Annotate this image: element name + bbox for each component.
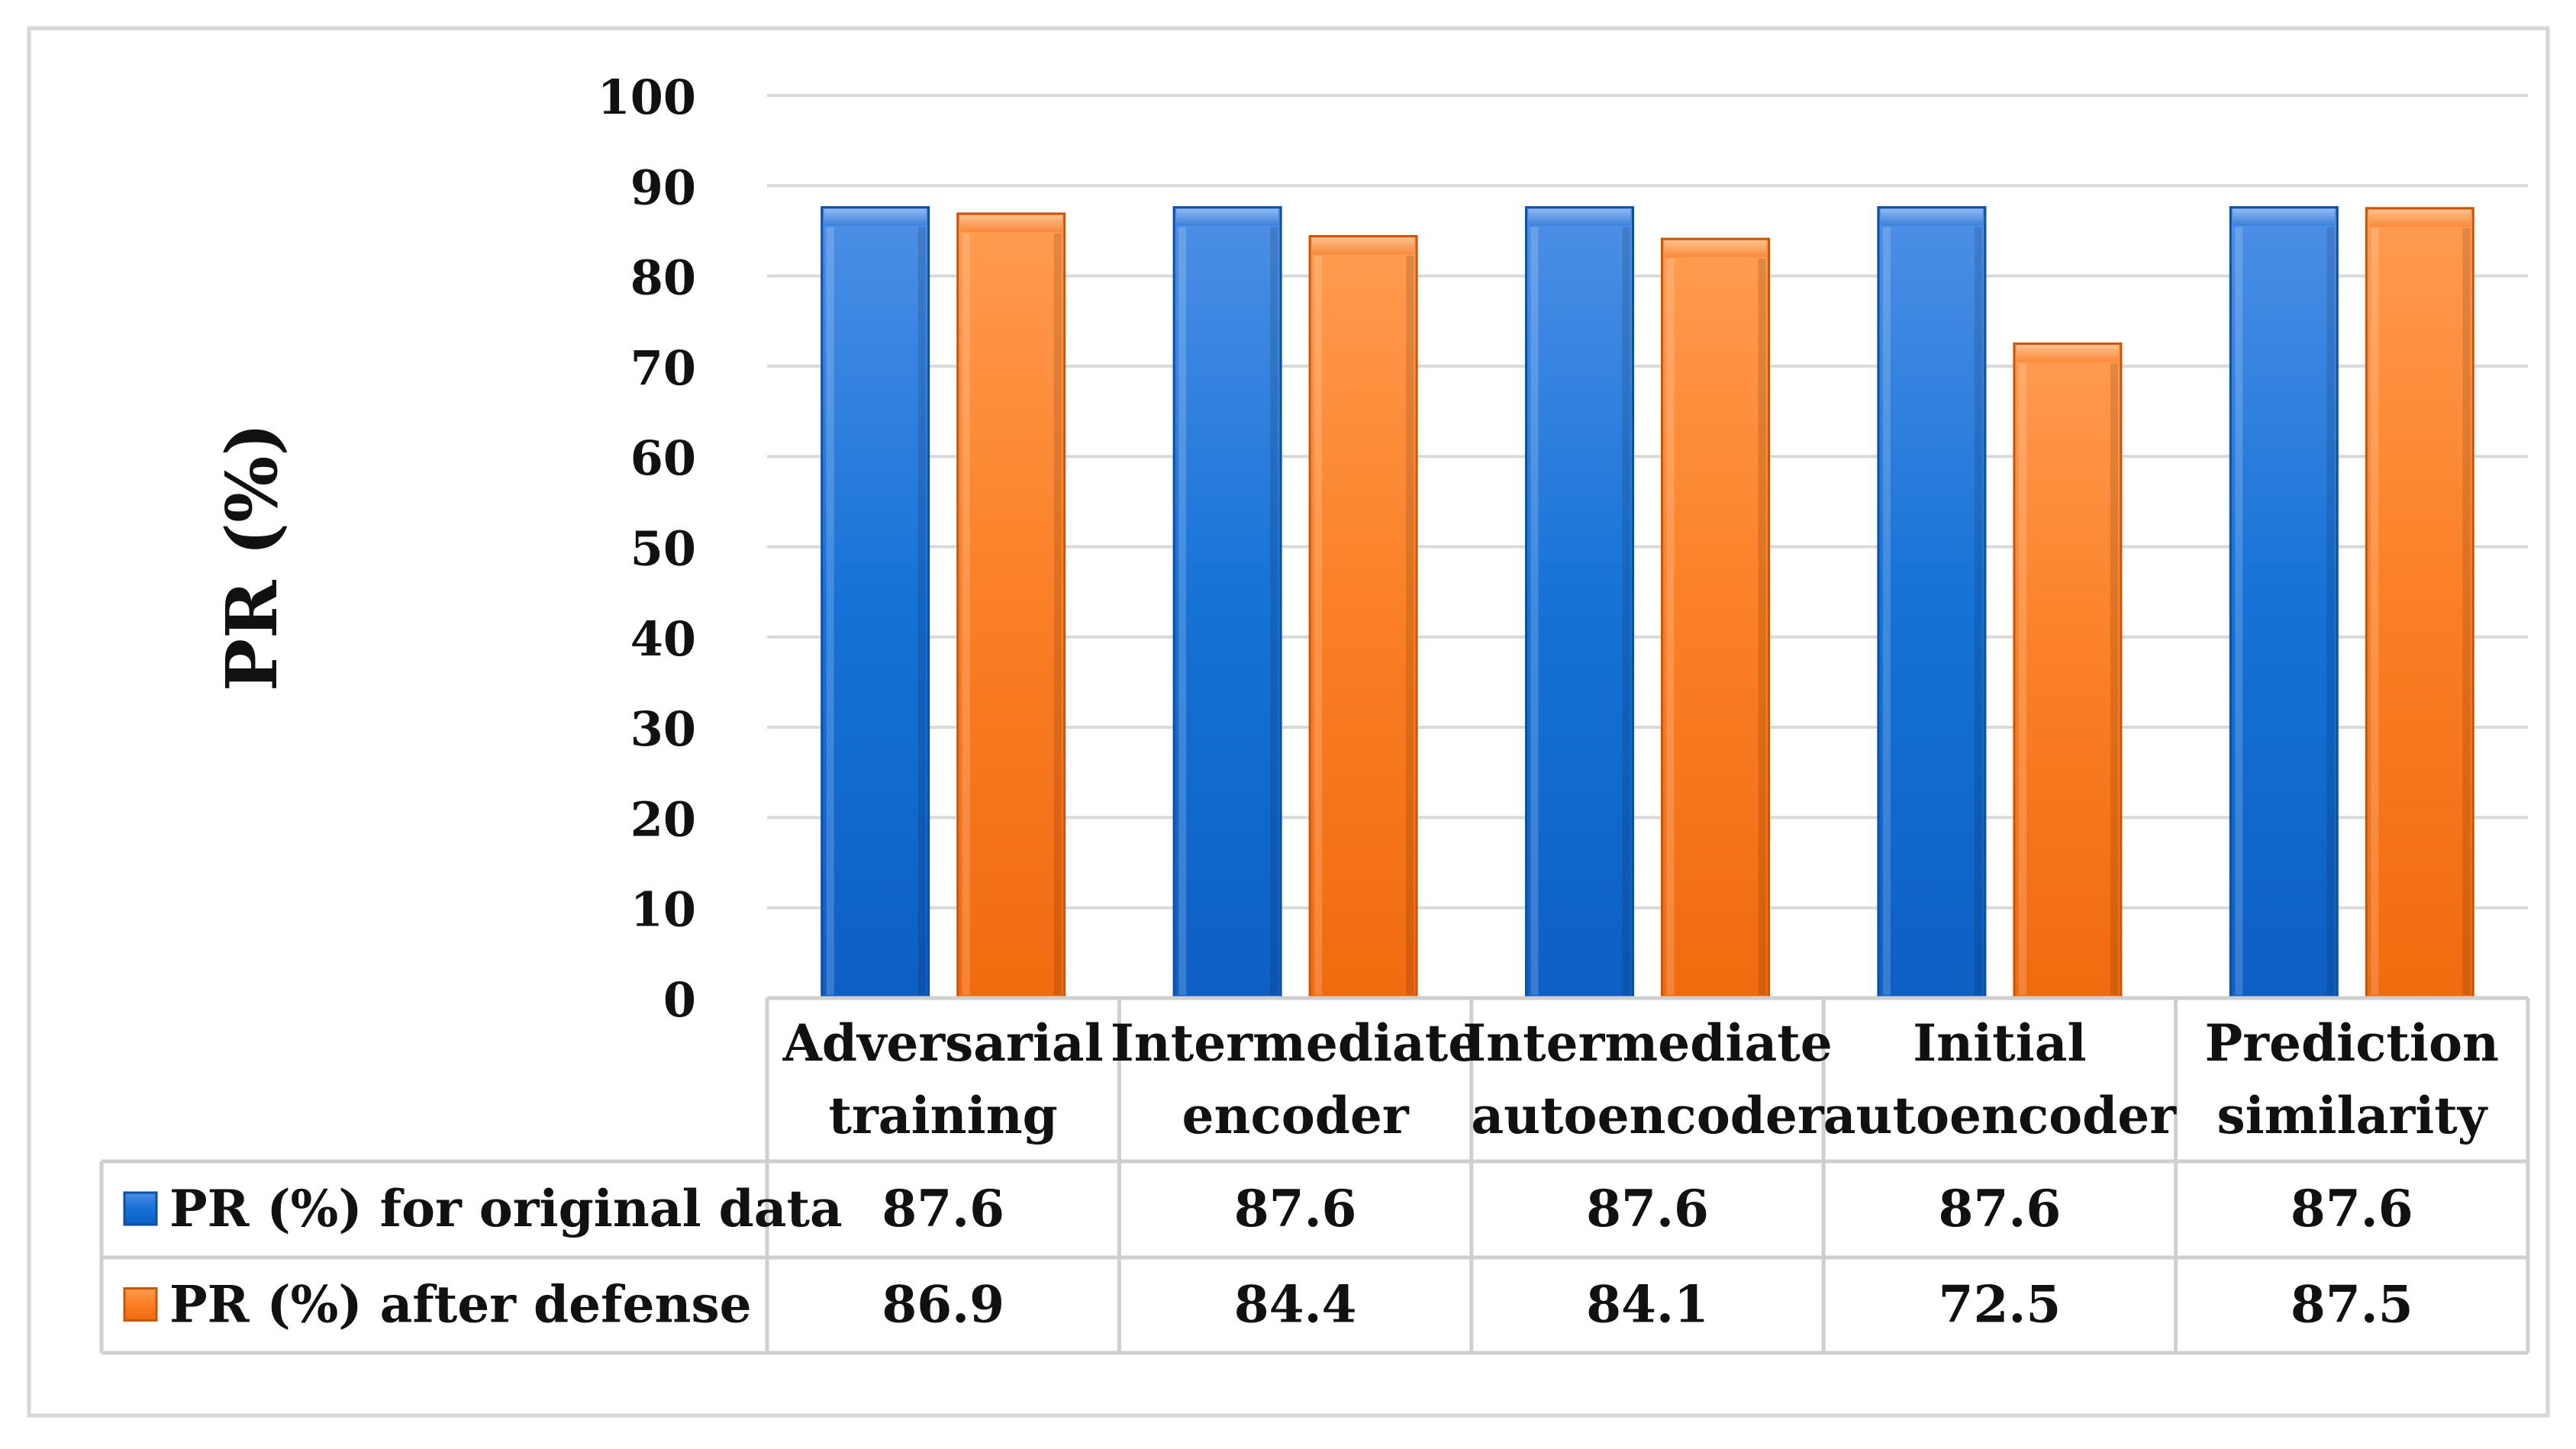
bar-top-bevel [2233,208,2336,226]
data-label: 87.6 [1234,1179,1357,1238]
bar-top-bevel [1176,208,1279,226]
category-label: Initial [1913,1013,2086,1073]
bar-top-bevel [959,214,1062,232]
bar-left-highlight [826,227,834,995]
bar-left-highlight [1666,259,1675,995]
bar-right-shade [2462,227,2471,995]
bar [1172,206,1282,1000]
data-label: 87.6 [1939,1179,2062,1238]
data-label: 84.1 [1586,1275,1709,1335]
y-axis-ticks: 0 10 20 30 40 50 60 70 80 90 100 [598,69,696,1028]
data-label: 86.9 [882,1275,1004,1335]
y-tick-label: 10 [630,882,696,938]
y-tick-label: 0 [663,972,696,1028]
data-table: Adversarial training Intermediate encoder In… [99,996,2530,1355]
bar [2013,342,2123,1000]
category-label: encoder [1182,1086,1410,1145]
data-label: 87.6 [1586,1179,1709,1238]
data-label: 84.4 [1234,1275,1357,1335]
bar-top-bevel [1312,237,1415,255]
category-label: similarity [2217,1086,2487,1145]
y-tick-label: 70 [630,340,696,396]
legend-series-name: PR (%) for original data [169,1179,843,1238]
y-tick-label: 60 [630,430,696,486]
category-label: Adversarial [782,1013,1104,1073]
bar-left-highlight [962,233,970,995]
bar-top-bevel [2016,345,2119,362]
bar-right-shade [1622,227,1630,995]
bar-left-highlight [1530,227,1539,995]
bar-left-highlight [1882,227,1891,995]
bar-right-shade [1974,227,1982,995]
bar-right-shade [2110,363,2118,995]
bar-body [2229,206,2339,1000]
bar-right-shade [1758,259,1766,995]
bars [821,206,2474,1000]
y-axis-label: PR (%) [211,423,293,691]
bar-body [956,212,1066,1000]
bar [1877,206,1987,1000]
bar [1661,237,1770,1000]
bar-body [1172,206,1282,1000]
y-tick-label: 50 [630,521,696,577]
bar-top-bevel [824,208,927,226]
bar-right-shade [2326,227,2335,995]
bar-top-bevel [2368,209,2471,227]
bar-body [821,206,930,1000]
bar-body [1877,206,1987,1000]
data-label: 87.5 [2291,1275,2413,1335]
bar-top-bevel [1880,208,1983,226]
y-tick-label: 80 [630,250,696,306]
bar-body [2013,342,2123,1000]
data-label: 87.6 [882,1179,1004,1238]
bar-right-shade [1406,256,1414,996]
category-label: autoencoder [1471,1086,1825,1145]
bar [1525,206,1634,1000]
bar-body [2365,207,2474,1000]
category-label: Intermediate [1111,1013,1480,1073]
bar-left-highlight [1178,227,1187,995]
bar [2365,207,2474,1000]
y-tick-label: 40 [630,611,696,667]
bar-top-bevel [1664,240,1767,258]
data-label: 72.5 [1939,1275,2062,1335]
legend-key [123,1191,158,1226]
category-label: Prediction [2205,1013,2499,1073]
bar [821,206,930,1000]
bar [1308,235,1418,1000]
y-tick-label: 20 [630,791,696,847]
chart-border [27,26,2550,1418]
y-tick-label: 100 [598,69,696,125]
category-label: autoencoder [1823,1086,2178,1145]
bar-left-highlight [1314,256,1323,996]
data-label: 87.6 [2291,1179,2413,1238]
category-label: training [829,1086,1058,1145]
bar [956,212,1066,1000]
legend-key [123,1287,158,1322]
bar-left-highlight [2235,227,2243,995]
bar-body [1661,237,1770,1000]
bar [2229,206,2339,1000]
bar-left-highlight [2371,227,2379,995]
category-label: Intermediate [1462,1013,1832,1073]
legend-series-name: PR (%) after defense [169,1275,752,1335]
y-tick-label: 30 [630,701,696,757]
bar-body [1308,235,1418,1000]
bar-right-shade [917,227,926,995]
bar-top-bevel [1528,208,1631,226]
bar-right-shade [1270,227,1278,995]
bar-left-highlight [2018,363,2026,995]
y-tick-label: 90 [630,159,696,215]
bar-right-shade [1053,233,1062,995]
bar-body [1525,206,1634,1000]
